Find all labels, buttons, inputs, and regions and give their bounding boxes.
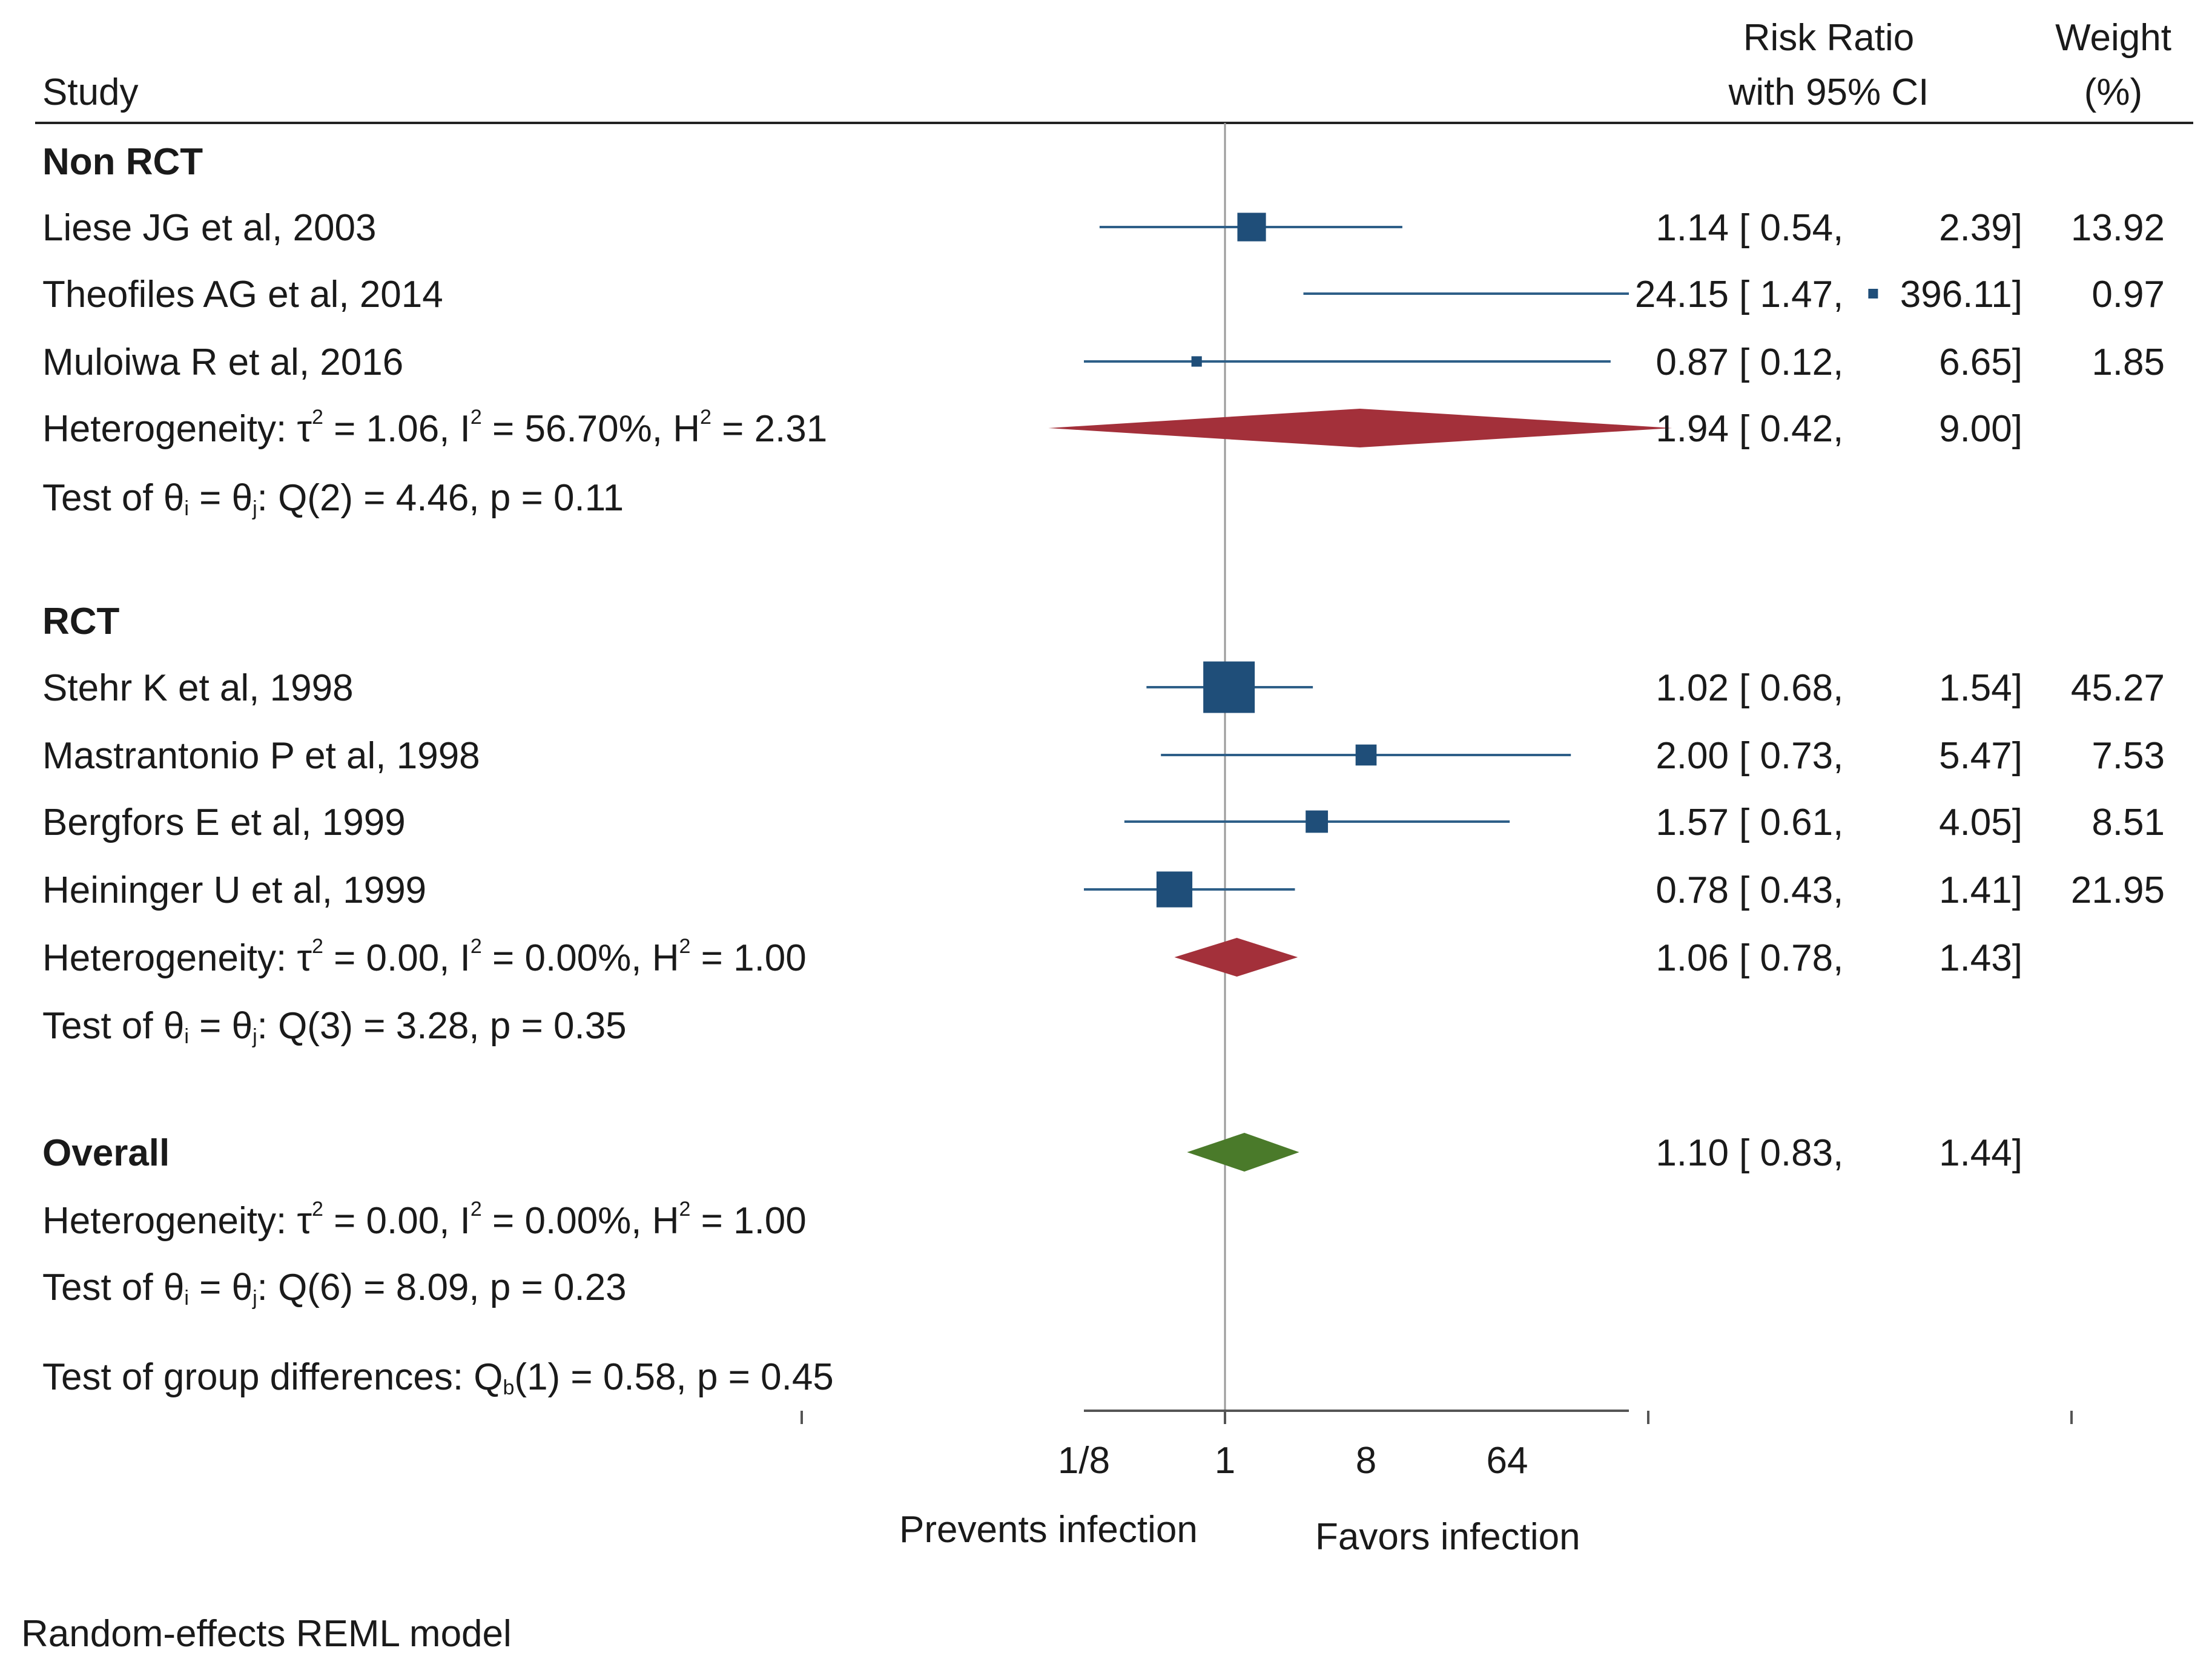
overall-diamond [1187, 1133, 1299, 1172]
model-footnote: Random-effects REML model [21, 1613, 512, 1655]
ci-lower: [ 0.68, [1739, 667, 1844, 709]
weight-value: 13.92 [2070, 207, 2165, 249]
pooled-rr-value: 1.94 [1656, 408, 1729, 450]
study-marker [1191, 356, 1202, 367]
direction-label-left: Prevents infection [899, 1509, 1198, 1551]
study-marker [1868, 289, 1878, 298]
weight-column-header-line2: (%) [2084, 71, 2143, 113]
weight-value: 21.95 [2070, 869, 2165, 911]
study-marker [1156, 871, 1193, 908]
rr-value: 24.15 [1634, 274, 1729, 315]
ci-upper: 1.41] [1939, 869, 2022, 911]
overall-rr-value: 1.10 [1656, 1132, 1729, 1174]
x-tick-label: 1/8 [1057, 1440, 1111, 1482]
weight-column-header-line1: Weight [2055, 17, 2171, 59]
study-label: Theofiles AG et al, 2014 [42, 274, 443, 315]
study-marker [1237, 213, 1266, 242]
ci-upper: 5.47] [1939, 735, 2022, 777]
ci-upper: 1.54] [1939, 667, 2022, 709]
overall-title: Overall [42, 1132, 170, 1174]
study-label: Bergfors E et al, 1999 [42, 802, 406, 843]
weight-value: 0.97 [2091, 274, 2165, 315]
ci-lower: [ 0.73, [1739, 735, 1844, 777]
group-differences-test: Test of group differences: Qb(1) = 0.58,… [42, 1356, 834, 1399]
subgroup-diamond [1174, 938, 1298, 977]
ci-upper: 396.11] [1900, 274, 2022, 315]
ci-lower: [ 0.61, [1739, 802, 1844, 843]
study-label: Mastrantonio P et al, 1998 [42, 735, 480, 777]
effect-column-header-line2: with 95% CI [1728, 71, 1929, 113]
subgroup-diamond [1048, 409, 1672, 447]
homogeneity-test-overall: Test of θi = θj: Q(6) = 8.09, p = 0.23 [42, 1267, 627, 1310]
rr-value: 0.87 [1656, 341, 1729, 383]
pooled-ci-lower: [ 0.42, [1739, 408, 1844, 450]
ci-upper: 2.39] [1939, 207, 2022, 249]
ci-upper: 4.05] [1939, 802, 2022, 843]
rr-value: 1.14 [1656, 207, 1729, 249]
study-marker [1306, 810, 1329, 833]
group-title-non-rct: Non RCT [42, 141, 203, 183]
pooled-ci-upper: 1.43] [1939, 937, 2022, 979]
ci-lower: [ 0.43, [1739, 869, 1844, 911]
heterogeneity-overall: Heterogeneity: τ2 = 0.00, I2 = 0.00%, H2… [42, 1198, 807, 1242]
homogeneity-test-non-rct: Test of θi = θj: Q(2) = 4.46, p = 0.11 [42, 477, 624, 520]
ci-upper: 6.65] [1939, 341, 2022, 383]
x-tick-label: 64 [1486, 1440, 1528, 1482]
study-label: Heininger U et al, 1999 [42, 869, 427, 911]
group-title-rct: RCT [42, 601, 120, 642]
rr-value: 0.78 [1656, 869, 1729, 911]
study-label: Muloiwa R et al, 2016 [42, 341, 404, 383]
ci-lower: [ 0.54, [1739, 207, 1844, 249]
study-marker [1355, 744, 1377, 766]
pooled-ci-lower: [ 0.78, [1739, 937, 1844, 979]
heterogeneity-non-rct: Heterogeneity: τ2 = 1.06, I2 = 56.70%, H… [42, 406, 828, 450]
pooled-ci-upper: 9.00] [1939, 408, 2022, 450]
weight-value: 8.51 [2091, 802, 2165, 843]
overall-ci-upper: 1.44] [1939, 1132, 2022, 1174]
study-column-header: Study [42, 71, 139, 113]
study-label: Stehr K et al, 1998 [42, 667, 354, 709]
effect-column-header-line1: Risk Ratio [1743, 17, 1915, 59]
heterogeneity-rct: Heterogeneity: τ2 = 0.00, I2 = 0.00%, H2… [42, 935, 807, 979]
rr-value: 2.00 [1656, 735, 1729, 777]
pooled-rr-value: 1.06 [1656, 937, 1729, 979]
ci-lower: [ 1.47, [1739, 274, 1844, 315]
study-label: Liese JG et al, 2003 [42, 207, 377, 249]
weight-value: 7.53 [2091, 735, 2165, 777]
study-marker [1203, 661, 1255, 713]
weight-value: 45.27 [2070, 667, 2165, 709]
homogeneity-test-rct: Test of θi = θj: Q(3) = 3.28, p = 0.35 [42, 1005, 627, 1048]
x-tick-label: 1 [1214, 1440, 1236, 1482]
x-tick-label: 8 [1355, 1440, 1377, 1482]
overall-ci-lower: [ 0.83, [1739, 1132, 1844, 1174]
weight-value: 1.85 [2091, 341, 2165, 383]
direction-label-right: Favors infection [1315, 1516, 1580, 1558]
rr-value: 1.02 [1656, 667, 1729, 709]
rr-value: 1.57 [1656, 802, 1729, 843]
ci-lower: [ 0.12, [1739, 341, 1844, 383]
